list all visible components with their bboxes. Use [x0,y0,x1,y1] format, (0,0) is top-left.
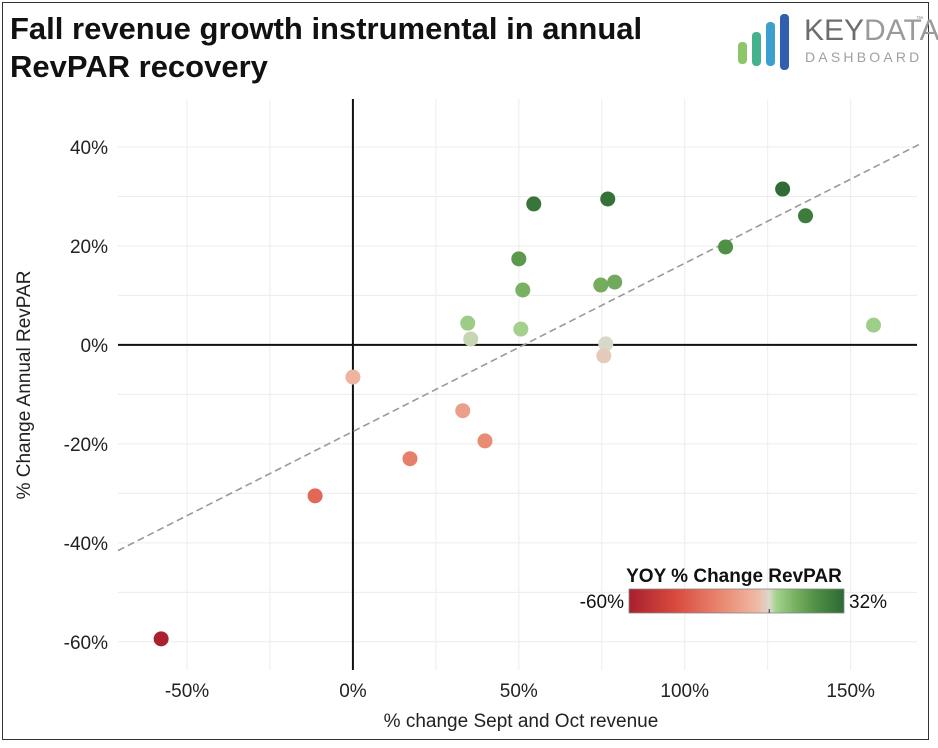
data-point [402,451,418,467]
x-tick-label: 100% [660,681,709,702]
data-point [515,282,531,298]
logo-trademark: ™ [916,16,923,23]
logo-key-text: KEY [804,14,865,47]
legend-title: YOY % Change RevPAR [626,566,842,587]
x-tick-label: 0% [339,681,367,702]
data-point [463,331,479,347]
data-point [775,181,791,197]
trendline [117,143,920,552]
logo-subtitle: DASHBOARD [805,49,923,65]
x-tick-label: -50% [165,681,209,702]
data-point [798,208,814,224]
data-point [345,369,361,385]
chart-title-line-1: Fall revenue growth instrumental in annu… [10,11,643,46]
data-point [455,403,471,419]
logo-data-text: DATA [864,14,938,47]
data-point [718,239,734,255]
data-point [526,196,542,212]
color-legend: YOY % Change RevPAR -60% 32% [580,566,887,614]
logo-bar-3 [766,22,775,66]
logo-bars-icon [738,14,789,70]
x-axis-label: % change Sept and Oct revenue [384,711,659,732]
logo-bar-4 [780,14,789,70]
keydata-logo: KEYDATA ™ DASHBOARD [736,12,938,72]
logo-bar-2 [752,32,761,66]
x-tick-label: 150% [826,681,875,702]
y-tick-label: 0% [81,336,109,357]
data-point [511,251,527,267]
chart-frame [2,2,929,740]
chart-title: Fall revenue growth instrumental in annu… [10,10,642,86]
x-tick-label: 50% [500,681,538,702]
data-point [600,191,616,207]
data-point [598,336,614,352]
chart-title-line-2: RevPAR recovery [10,49,268,84]
y-axis-label: % Change Annual RevPAR [14,271,35,500]
data-point [477,433,493,449]
data-point [513,321,529,337]
y-tick-label: -20% [64,435,108,456]
data-point [866,317,882,333]
logo-wordmark: KEYDATA [804,14,938,48]
data-point [593,277,609,293]
data-points [153,181,882,647]
legend-colorbar [628,588,845,614]
data-point [153,631,169,647]
y-tick-label: -40% [64,534,108,555]
data-point [607,274,623,290]
y-tick-label: 20% [70,237,108,258]
data-point [460,315,476,331]
tick-labels: -50% 0% 50% 100% 150% 40% 20% 0% -20% -40% -60% [64,138,875,702]
y-tick-label: 40% [70,138,108,159]
data-point [307,488,323,504]
legend-min-label: -60% [580,592,624,613]
data-point [596,348,612,364]
trendline-group [117,143,920,552]
legend-max-label: 32% [849,592,887,613]
y-tick-label: -60% [64,633,108,654]
logo-bar-1 [738,42,747,64]
